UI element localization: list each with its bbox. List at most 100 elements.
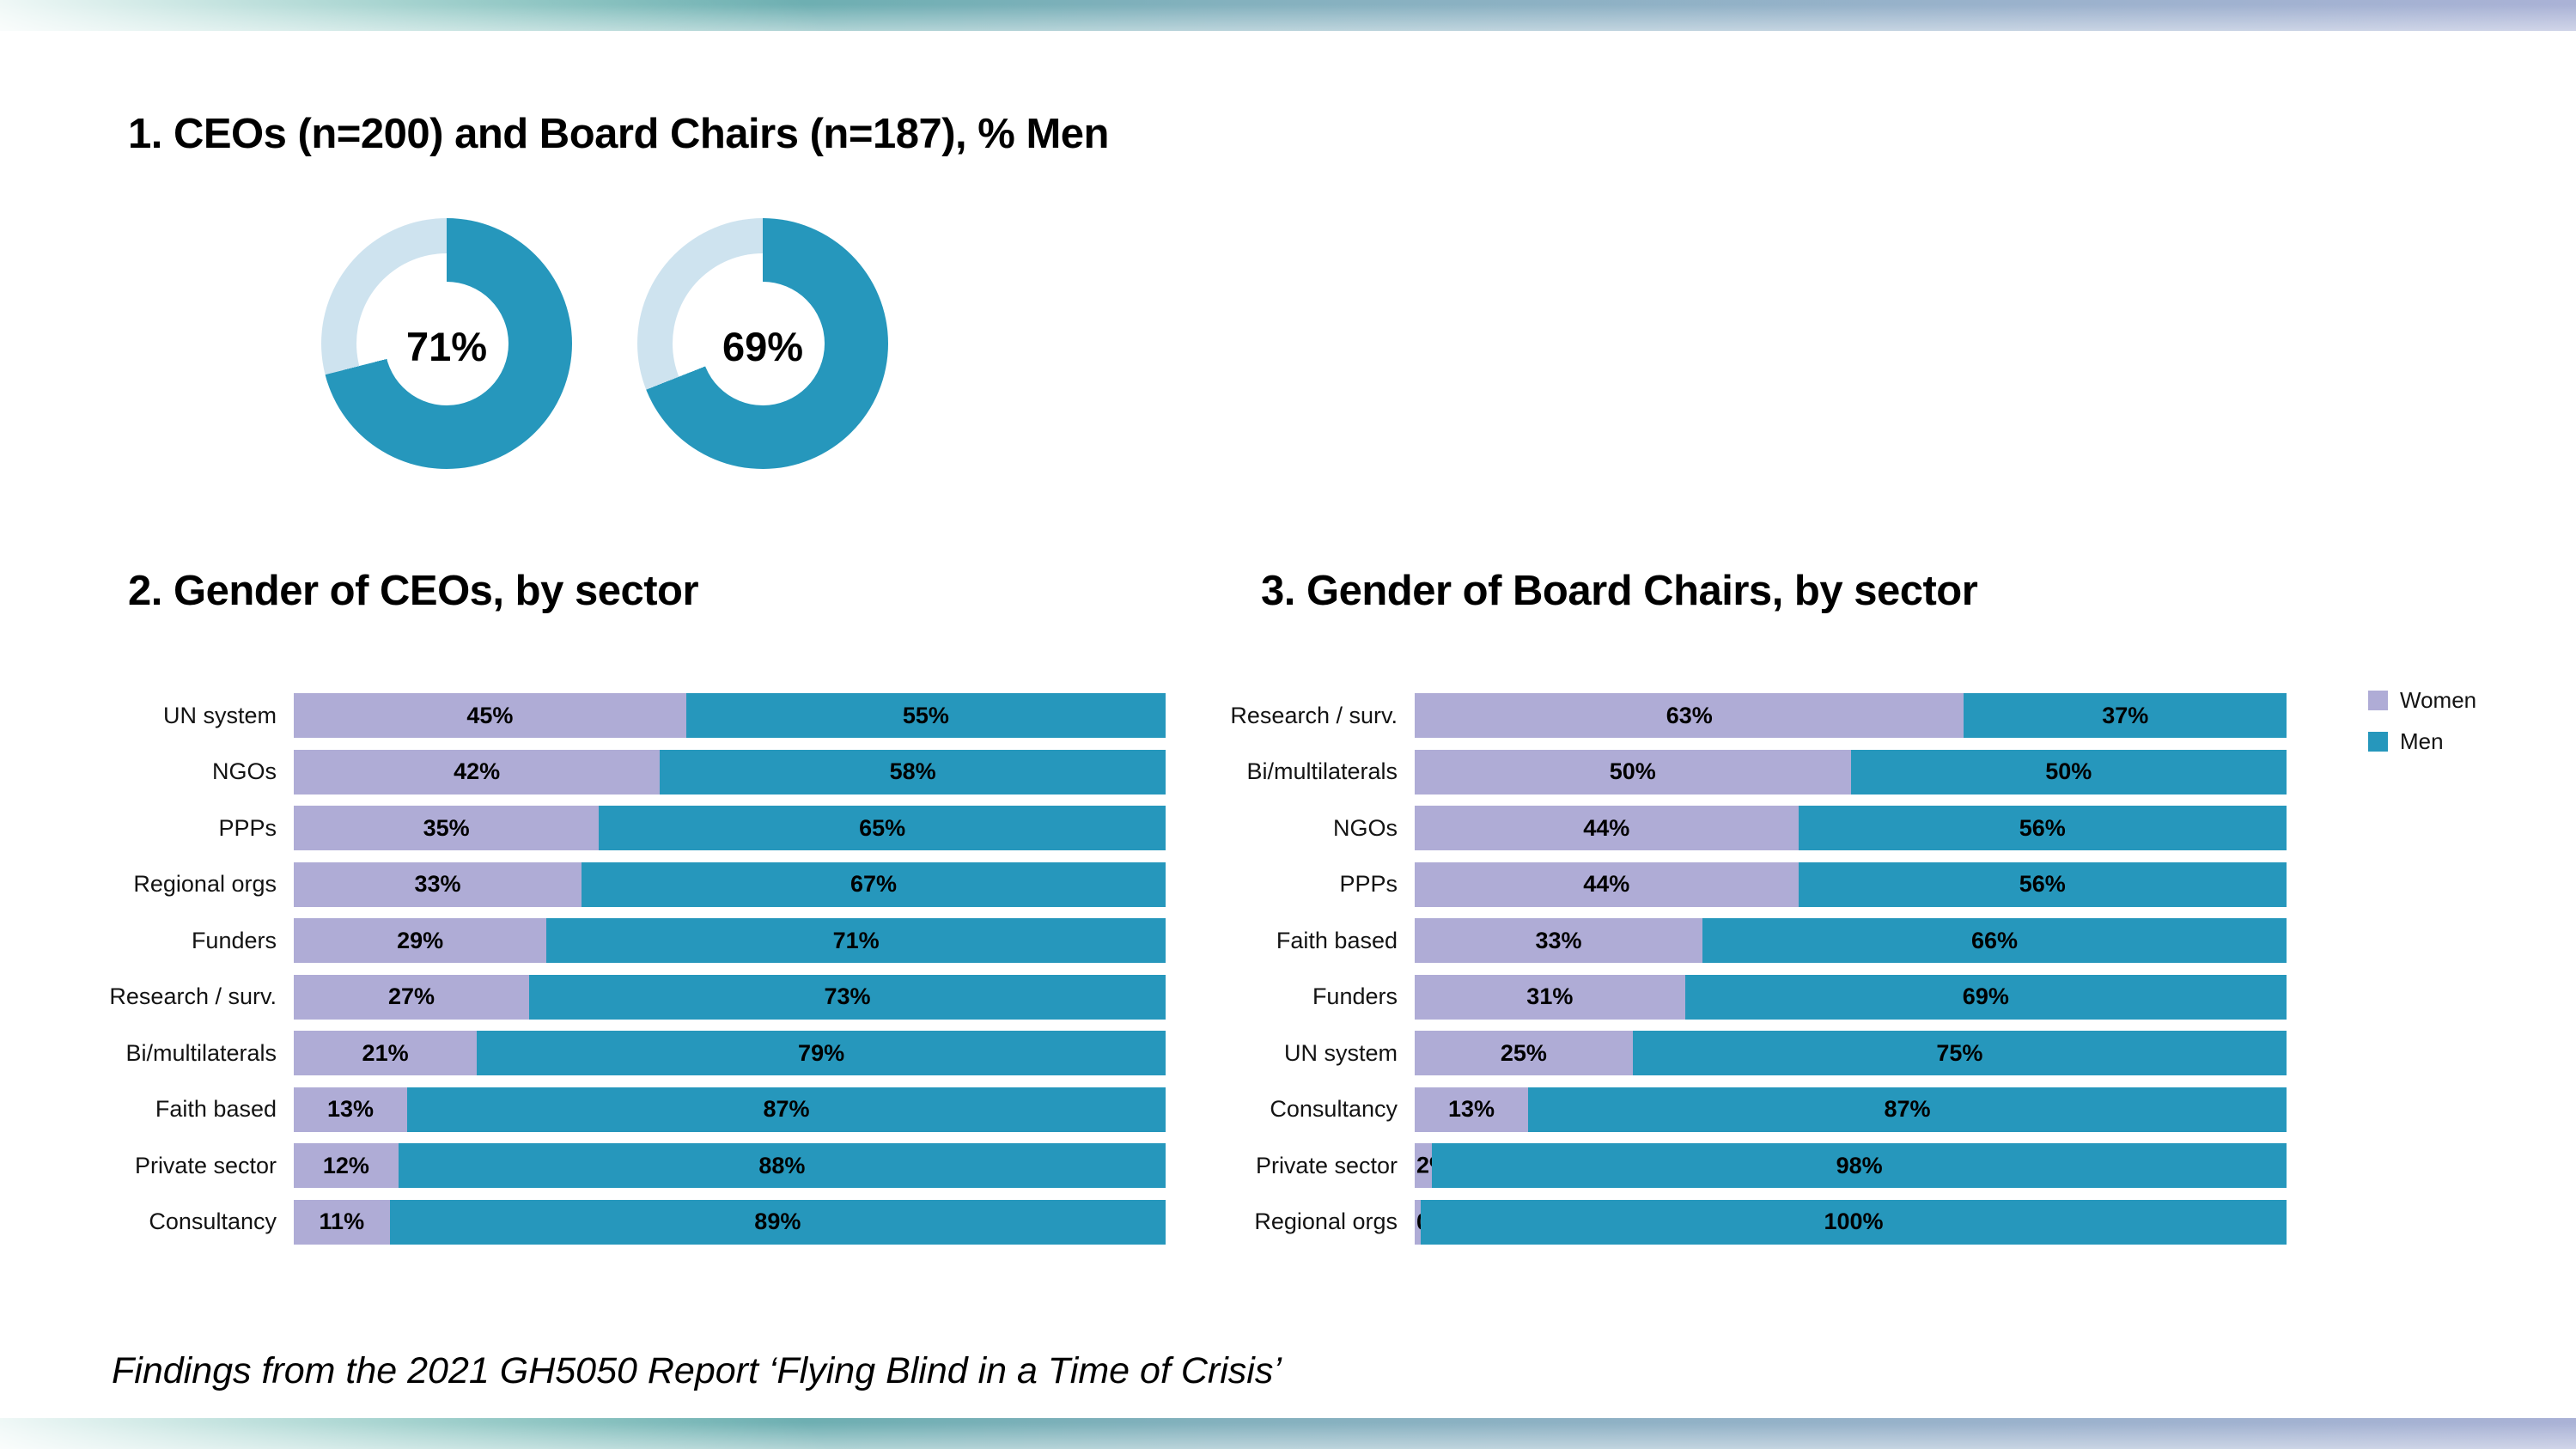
category-label: Consultancy (1270, 1096, 1398, 1122)
women-value-label: 42% (454, 758, 501, 784)
men-value-label: 66% (1970, 927, 2018, 953)
stacked-bar: 25% 75% (1415, 1031, 2287, 1075)
donut-chart: 71% (321, 218, 572, 469)
men-value-label: 55% (902, 702, 949, 728)
men-value-label: 56% (2019, 814, 2066, 841)
legend-item-men: Men (2368, 728, 2476, 755)
women-segment: 11% (294, 1199, 390, 1245)
men-segment: 75% (1632, 1031, 2287, 1075)
legend-label-women: Women (2400, 687, 2477, 713)
women-value-label: 33% (414, 871, 461, 897)
stacked-bar: 11% 89% (294, 1199, 1166, 1245)
category-label: Regional orgs (133, 871, 277, 897)
category-label: Funders (191, 927, 277, 953)
stacked-bar: 50% 50% (1415, 749, 2287, 795)
chart-row: Research / surv. 27% 73% (34, 974, 1166, 1020)
women-value-label: 12% (322, 1152, 369, 1178)
women-value-label: 35% (423, 814, 470, 841)
category-label: Funders (1312, 983, 1398, 1009)
category-label: Private sector (1255, 1152, 1398, 1178)
men-segment: 79% (477, 1031, 1166, 1075)
stacked-bar: 63% 37% (1415, 693, 2287, 738)
men-value-label: 67% (850, 871, 897, 897)
ceo-section-title: 2. Gender of CEOs, by sector (128, 568, 699, 614)
chart-row: Funders 29% 71% (34, 918, 1166, 963)
category-label: Regional orgs (1254, 1209, 1398, 1234)
stacked-bar: 33% 66% (1415, 918, 2287, 963)
women-value-label: 33% (1535, 927, 1582, 953)
women-value-label: 45% (466, 702, 514, 728)
category-label: Research / surv. (1230, 702, 1398, 728)
men-value-label: 71% (832, 927, 880, 953)
chart-row: Regional orgs 0% 100% (1155, 1199, 2287, 1245)
men-value-label: 65% (859, 814, 906, 841)
chart-row: UN system 25% 75% (1155, 1031, 2287, 1075)
category-label: UN system (162, 702, 277, 728)
men-value-label: 75% (1936, 1039, 1983, 1066)
women-segment: 2% (1415, 1143, 1450, 1188)
women-segment: 13% (1415, 1087, 1528, 1132)
men-segment: 87% (406, 1087, 1166, 1132)
women-segment: 44% (1415, 861, 1799, 907)
chart-row: PPPs 35% 65% (34, 806, 1166, 850)
men-segment: 67% (581, 861, 1166, 907)
stacked-bar: 33% 67% (294, 861, 1166, 907)
men-segment: 65% (599, 806, 1166, 850)
women-value-label: 31% (1526, 983, 1574, 1009)
chart-row: Bi/multilaterals 50% 50% (1155, 749, 2287, 795)
source-note: Findings from the 2021 GH5050 Report ‘Fl… (112, 1350, 1282, 1391)
stacked-bar: 42% 58% (294, 749, 1166, 795)
bottom-gradient-bar (0, 1418, 2576, 1449)
men-segment: 56% (1798, 861, 2287, 907)
category-label: Research / surv. (109, 983, 277, 1009)
men-segment: 100% (1421, 1199, 2287, 1245)
women-segment: 33% (294, 861, 582, 907)
men-value-label: 87% (1884, 1096, 1931, 1122)
men-value-label: 73% (824, 983, 871, 1009)
stacked-bar: 12% 88% (294, 1143, 1166, 1188)
category-label: Bi/multilaterals (1246, 758, 1398, 784)
women-segment: 25% (1415, 1031, 1633, 1075)
chart-row: PPPs 44% 56% (1155, 861, 2287, 907)
women-swatch-icon (2368, 691, 2388, 710)
women-segment: 35% (294, 806, 600, 850)
men-value-label: 56% (2019, 871, 2066, 897)
stacked-bar: 21% 79% (294, 1031, 1166, 1075)
women-value-label: 25% (1500, 1039, 1547, 1066)
men-segment: 89% (389, 1199, 1166, 1245)
stacked-bar: 44% 56% (1415, 861, 2287, 907)
chart-row: Regional orgs 33% 67% (34, 861, 1166, 907)
stacked-bar: 13% 87% (1415, 1087, 2287, 1132)
donut-section-title: 1. CEOs (n=200) and Board Chairs (n=187)… (128, 111, 1109, 157)
women-segment: 63% (1415, 693, 1964, 738)
category-label: Faith based (155, 1096, 277, 1122)
legend-item-women: Women (2368, 687, 2476, 714)
stacked-bar: 31% 69% (1415, 974, 2287, 1020)
women-value-label: 44% (1583, 871, 1630, 897)
women-segment: 44% (1415, 806, 1799, 850)
women-value-label: 63% (1666, 702, 1713, 728)
chart-row: Faith based 13% 87% (34, 1087, 1166, 1132)
women-value-label: 11% (319, 1209, 365, 1234)
stacked-bar: 44% 56% (1415, 806, 2287, 850)
donut-chart: 69% (637, 218, 888, 469)
chart-row: UN system 45% 55% (34, 693, 1166, 738)
legend-label-men: Men (2400, 728, 2444, 754)
men-value-label: 79% (798, 1039, 845, 1066)
board-section-title: 3. Gender of Board Chairs, by sector (1261, 568, 1978, 614)
women-segment: 33% (1415, 918, 1702, 963)
women-value-label: 50% (1609, 758, 1656, 784)
category-label: PPPs (218, 814, 277, 841)
women-segment: 0% (1415, 1199, 1450, 1245)
men-segment: 66% (1702, 918, 2287, 963)
women-value-label: 27% (388, 983, 435, 1009)
women-segment: 27% (294, 974, 530, 1020)
stacked-bar: 27% 73% (294, 974, 1166, 1020)
stacked-bar: 13% 87% (294, 1087, 1166, 1132)
men-value-label: 50% (2045, 758, 2092, 784)
stacked-bar: 2% 98% (1415, 1143, 2287, 1188)
chart-row: Research / surv. 63% 37% (1155, 693, 2287, 738)
category-label: Private sector (134, 1152, 277, 1178)
category-label: Consultancy (149, 1209, 277, 1234)
chart-row: Bi/multilaterals 21% 79% (34, 1031, 1166, 1075)
